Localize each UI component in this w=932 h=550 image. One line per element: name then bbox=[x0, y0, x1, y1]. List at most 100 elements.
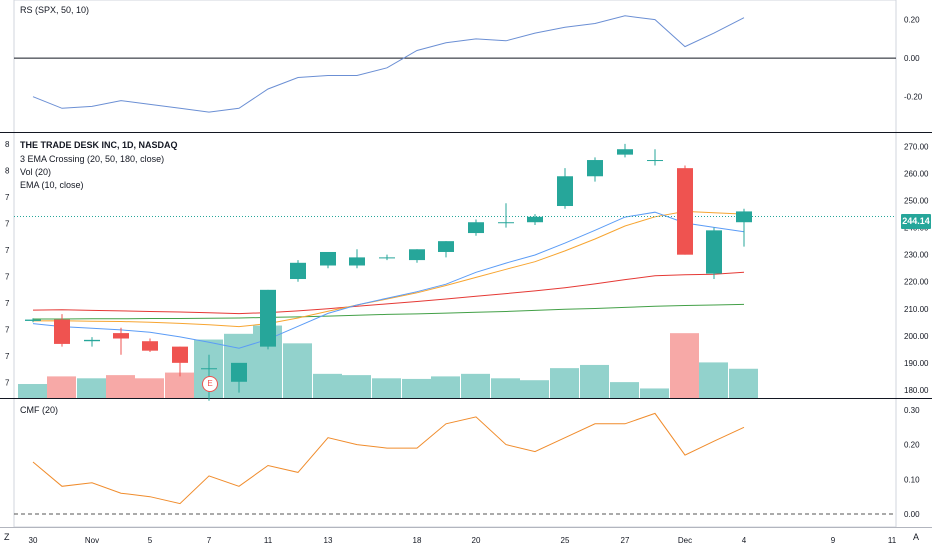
volume-bar bbox=[18, 384, 47, 398]
volume-bar bbox=[402, 378, 431, 398]
price-axis-tick: 190.00 bbox=[904, 359, 929, 368]
volume-bar bbox=[580, 364, 609, 398]
volume-bar bbox=[342, 375, 371, 398]
x-axis-label: 18 bbox=[413, 536, 422, 545]
candle-body bbox=[647, 160, 663, 162]
candle-body bbox=[706, 230, 722, 274]
candle-body bbox=[379, 257, 395, 259]
left-axis-tick: 7 bbox=[5, 352, 10, 361]
ema50-line bbox=[32, 271, 745, 315]
x-axis-label: 11 bbox=[264, 536, 273, 545]
candle-body bbox=[468, 222, 484, 234]
left-axis-tick: 7 bbox=[5, 326, 10, 335]
rs-axis-tick: 0.00 bbox=[904, 54, 920, 63]
volume-bar bbox=[640, 388, 669, 398]
candle-body bbox=[231, 362, 247, 382]
candle-body bbox=[677, 168, 693, 255]
volume-bar bbox=[165, 372, 194, 398]
volume-bar bbox=[106, 375, 135, 398]
price-axis-tick: 210.00 bbox=[904, 305, 929, 314]
ema20-line bbox=[32, 210, 745, 328]
candle-body bbox=[142, 341, 158, 351]
price-axis-tick: 180.00 bbox=[904, 386, 929, 395]
volume-bar bbox=[699, 362, 728, 398]
left-axis-tick: 7 bbox=[5, 299, 10, 308]
candle-body bbox=[201, 368, 217, 370]
price-axis-tick: 230.00 bbox=[904, 251, 929, 260]
x-axis-label: 20 bbox=[472, 536, 481, 545]
x-axis-label: 13 bbox=[324, 536, 333, 545]
candle-body bbox=[587, 160, 603, 177]
price-axis-tick: 250.00 bbox=[904, 197, 929, 206]
price-axis-tick: 200.00 bbox=[904, 332, 929, 341]
left-axis-tick: 8 bbox=[5, 140, 10, 149]
left-axis-tick: 7 bbox=[5, 273, 10, 282]
left-axis-tick: 8 bbox=[5, 167, 10, 176]
volume-bar bbox=[520, 380, 549, 398]
volume-bar bbox=[550, 368, 579, 398]
left-axis-tick: 7 bbox=[5, 246, 10, 255]
left-axis-tick: 7 bbox=[5, 379, 10, 388]
last-price-badge: 244.14 bbox=[901, 214, 931, 229]
volume-bar bbox=[461, 373, 490, 398]
cmf-axis-tick: 0.30 bbox=[904, 406, 920, 415]
volume-bar bbox=[135, 378, 164, 398]
timezone-button[interactable]: Z bbox=[4, 532, 10, 542]
ema180-line bbox=[33, 303, 745, 320]
volume-bar bbox=[283, 343, 312, 398]
ema10-line bbox=[32, 211, 745, 349]
indicator-label-ema10[interactable]: EMA (10, close) bbox=[20, 180, 84, 190]
plot-frame bbox=[13, 0, 897, 528]
cmf-line bbox=[32, 412, 745, 505]
auto-scale-button[interactable]: A bbox=[913, 532, 920, 542]
cmf-indicator-label[interactable]: CMF (20) bbox=[20, 405, 58, 415]
volume-bar bbox=[77, 378, 106, 398]
candle-body bbox=[527, 216, 543, 223]
candle-body bbox=[84, 339, 100, 342]
indicator-label-volume[interactable]: Vol (20) bbox=[20, 167, 52, 177]
candle-body bbox=[320, 251, 336, 266]
symbol-title[interactable]: THE TRADE DESK INC, 1D, NASDAQ bbox=[20, 140, 178, 150]
volume-bar bbox=[372, 378, 401, 398]
candle-body bbox=[25, 319, 41, 321]
candle-body bbox=[557, 176, 573, 207]
x-axis-label: 11 bbox=[888, 536, 897, 545]
volume-bar bbox=[491, 378, 520, 398]
volume-bar bbox=[47, 376, 76, 398]
x-axis-label: Dec bbox=[678, 536, 692, 545]
candle-body bbox=[113, 333, 129, 339]
rs-indicator-label[interactable]: RS (SPX, 50, 10) bbox=[20, 5, 90, 15]
price-axis-tick: 260.00 bbox=[904, 170, 929, 179]
x-axis-label: 27 bbox=[621, 536, 630, 545]
volume-bar bbox=[313, 373, 342, 398]
candle-body bbox=[260, 289, 276, 347]
candle-body bbox=[290, 262, 306, 280]
left-axis-tick: 7 bbox=[5, 193, 10, 202]
rs-axis-tick: -0.20 bbox=[904, 93, 923, 102]
cmf-axis-tick: 0.10 bbox=[904, 475, 920, 484]
x-axis-label: 4 bbox=[742, 536, 747, 545]
left-axis-tick: 7 bbox=[5, 220, 10, 229]
volume-bar bbox=[610, 382, 639, 398]
earnings-marker[interactable]: E bbox=[202, 376, 218, 392]
cmf-axis-tick: 0.00 bbox=[904, 510, 920, 519]
indicator-label-ema-crossing[interactable]: 3 EMA Crossing (20, 50, 180, close) bbox=[20, 154, 165, 164]
volume-bar bbox=[431, 376, 460, 398]
volume-bar bbox=[670, 333, 699, 398]
candle-body bbox=[349, 257, 365, 266]
candle-body bbox=[54, 319, 70, 344]
candle-body bbox=[409, 249, 425, 261]
candle-body bbox=[498, 222, 514, 224]
x-axis-label: 5 bbox=[148, 536, 153, 545]
x-axis-label: 9 bbox=[831, 536, 836, 545]
x-axis-label: 25 bbox=[561, 536, 570, 545]
price-axis-tick: 270.00 bbox=[904, 143, 929, 152]
candle-body bbox=[438, 241, 454, 252]
x-axis-label: Nov bbox=[85, 536, 99, 545]
rs-line bbox=[32, 15, 745, 113]
candle-body bbox=[617, 149, 633, 155]
candle-body bbox=[736, 211, 752, 223]
cmf-axis-tick: 0.20 bbox=[904, 441, 920, 450]
price-axis-tick: 220.00 bbox=[904, 278, 929, 287]
